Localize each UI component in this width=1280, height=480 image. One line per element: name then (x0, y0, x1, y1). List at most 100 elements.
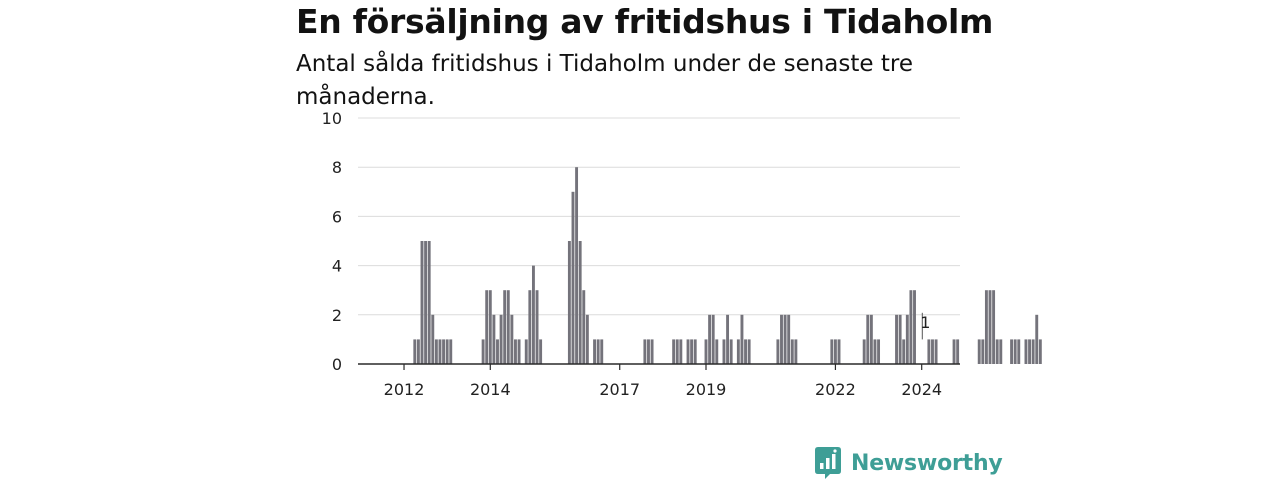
bar (905, 314, 909, 364)
bar (1035, 314, 1039, 364)
bar (679, 339, 683, 364)
bar (528, 290, 532, 364)
bar (514, 339, 517, 364)
bar (931, 339, 934, 364)
bar (984, 290, 988, 364)
bar (913, 290, 916, 364)
bar (578, 241, 582, 364)
bar (992, 290, 996, 364)
bar (650, 339, 654, 364)
bar (708, 314, 712, 364)
bar (416, 339, 420, 364)
bar (1017, 339, 1021, 364)
bar (506, 290, 510, 364)
y-axis-ticks: 0 2 4 6 8 10 (322, 109, 342, 374)
bar (726, 314, 730, 364)
bar (744, 339, 747, 364)
bar (1024, 339, 1028, 364)
bar (675, 339, 679, 364)
bar (898, 314, 902, 364)
bar (747, 339, 751, 364)
y-tick-label: 2 (332, 306, 342, 325)
bar (481, 339, 485, 364)
bar (833, 339, 837, 364)
bar (442, 339, 446, 364)
bar (488, 290, 492, 364)
newsworthy-logo-text: Newsworthy (851, 450, 1003, 476)
bar (524, 339, 528, 364)
x-tick-label: 2019 (686, 380, 727, 399)
bar (837, 339, 841, 364)
bar (582, 290, 586, 364)
bar (535, 290, 539, 364)
bar (862, 339, 866, 364)
bar (999, 339, 1003, 364)
bar (780, 314, 783, 364)
highlight-data-label: 1 (920, 313, 930, 332)
bar (503, 290, 507, 364)
y-tick-label: 10 (322, 109, 342, 128)
bar (672, 339, 676, 364)
bar (438, 339, 442, 364)
bar (1028, 339, 1031, 364)
bar (643, 339, 647, 364)
bar (1031, 339, 1035, 364)
bar (869, 314, 873, 364)
bar (722, 339, 726, 364)
bar (1013, 339, 1017, 364)
bar (977, 339, 981, 364)
bar (981, 339, 985, 364)
bar (877, 339, 881, 364)
bar (866, 314, 870, 364)
bar (715, 339, 719, 364)
y-tick-label: 8 (332, 158, 342, 177)
bar (567, 241, 571, 364)
x-tick-label: 2022 (815, 380, 856, 399)
bar (995, 339, 999, 364)
gridlines (358, 117, 960, 316)
bar (531, 265, 535, 364)
data-labels: 1 (920, 312, 930, 340)
bar (1038, 339, 1042, 364)
x-tick-label: 2012 (384, 380, 425, 399)
bar (431, 314, 435, 364)
bar (873, 339, 877, 364)
bar (704, 339, 708, 364)
bar (571, 191, 575, 364)
bar (434, 339, 438, 364)
bar (909, 290, 913, 364)
bar (690, 339, 694, 364)
bar (956, 339, 960, 364)
x-tick-label: 2024 (901, 380, 942, 399)
bar (988, 290, 992, 364)
bar (693, 339, 697, 364)
bar (585, 314, 589, 364)
bar (575, 167, 579, 364)
bar (729, 339, 733, 364)
y-tick-label: 6 (332, 207, 342, 226)
bar (776, 339, 780, 364)
bars (413, 167, 1042, 364)
bar (492, 314, 496, 364)
chart-subtitle: Antal sålda fritidshus i Tidaholm under … (296, 51, 913, 110)
bar (413, 339, 417, 364)
bar (830, 339, 834, 364)
bar (510, 314, 514, 364)
bar (895, 314, 898, 364)
x-tick-label: 2014 (470, 380, 511, 399)
chart-title: En försäljning av fritidshus i Tidaholm (296, 2, 994, 41)
bar (787, 314, 791, 364)
y-tick-label: 4 (332, 257, 342, 276)
newsworthy-logo-icon (815, 447, 841, 479)
bar (427, 241, 431, 364)
bar (600, 339, 604, 364)
bar (647, 339, 650, 364)
bar (445, 339, 449, 364)
bar (1010, 339, 1014, 364)
bar (420, 241, 424, 364)
bar (496, 339, 499, 364)
bar (783, 314, 787, 364)
bar (736, 339, 740, 364)
bar (499, 314, 503, 364)
